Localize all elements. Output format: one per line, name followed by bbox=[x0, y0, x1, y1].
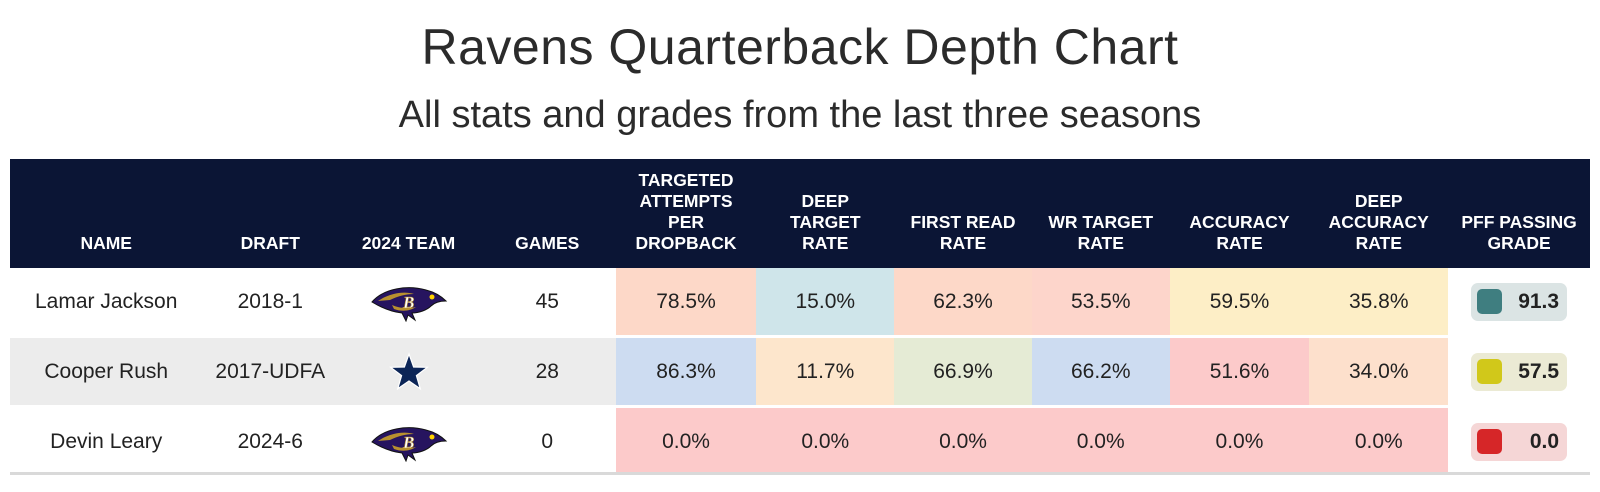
table-row: Cooper Rush 2017-UDFA 28 86.3% 11.7% 66.9% 66.… bbox=[10, 336, 1590, 408]
grade-value: 0.0 bbox=[1529, 429, 1560, 453]
ravens-logo-icon: B bbox=[338, 406, 479, 478]
stat-cell: 15.0% bbox=[756, 268, 895, 338]
player-name-cell: Cooper Rush bbox=[10, 336, 203, 408]
stat-cell: 62.3% bbox=[894, 268, 1032, 338]
svg-text:B: B bbox=[402, 293, 414, 312]
grade-swatch bbox=[1477, 429, 1503, 454]
grade-value: 57.5 bbox=[1518, 359, 1560, 383]
stat-cell: 51.6% bbox=[1169, 336, 1310, 408]
header-row: NAME DRAFT 2024 TEAM GAMES TARGETED ATTE… bbox=[10, 159, 1590, 268]
table-bottom-rule bbox=[10, 472, 1590, 475]
stat-cell: 66.9% bbox=[894, 336, 1032, 408]
stat-cell: 0.0% bbox=[1031, 406, 1170, 478]
column-header: NAME bbox=[10, 159, 203, 268]
draft-cell: 2017-UDFA bbox=[202, 336, 339, 408]
stat-cell: 34.0% bbox=[1309, 336, 1449, 408]
draft-cell: 2018-1 bbox=[202, 268, 339, 338]
cowboys-star-icon bbox=[338, 336, 479, 408]
column-header: PFF PASSING GRADE bbox=[1448, 159, 1590, 268]
stat-cell: 0.0% bbox=[1309, 406, 1449, 478]
pff-grade-cell: 91.3 bbox=[1448, 268, 1590, 338]
column-header: DRAFT bbox=[202, 159, 339, 268]
chart-subtitle: All stats and grades from the last three… bbox=[398, 94, 1202, 136]
stat-cell: 86.3% bbox=[615, 336, 757, 408]
table-row: Lamar Jackson 2018-1 B 45 78.5% 15.0% 62.3% 53.… bbox=[10, 268, 1590, 338]
stat-cell: 53.5% bbox=[1031, 268, 1170, 338]
stat-cell: 59.5% bbox=[1169, 268, 1310, 338]
pff-grade-cell: 57.5 bbox=[1448, 336, 1590, 408]
pff-grade-cell: 0.0 bbox=[1448, 406, 1590, 478]
stat-cell: 11.7% bbox=[756, 336, 895, 408]
grade-badge: 91.3 bbox=[1471, 282, 1568, 321]
chart-title: Ravens Quarterback Depth Chart bbox=[421, 19, 1179, 75]
table-body: Lamar Jackson 2018-1 B 45 78.5% 15.0% 62.3% 53.… bbox=[10, 268, 1590, 478]
player-name-cell: Devin Leary bbox=[10, 406, 203, 478]
column-header: ACCURACY RATE bbox=[1169, 159, 1310, 268]
column-header: GAMES bbox=[478, 159, 616, 268]
column-header: WR TARGET RATE bbox=[1031, 159, 1170, 268]
player-name-cell: Lamar Jackson bbox=[10, 268, 203, 338]
grade-swatch bbox=[1477, 359, 1503, 384]
stat-cell: 35.8% bbox=[1309, 268, 1449, 338]
column-header: FIRST READ RATE bbox=[894, 159, 1032, 268]
stat-cell: 66.2% bbox=[1031, 336, 1170, 408]
games-cell: 45 bbox=[478, 268, 616, 338]
table-row: Devin Leary 2024-6 B 0 0.0% 0.0% 0.0% 0.0% 0.0% 0… bbox=[10, 406, 1590, 478]
ravens-logo-icon: B bbox=[338, 268, 479, 338]
grade-badge: 57.5 bbox=[1471, 352, 1568, 391]
stat-cell: 0.0% bbox=[1169, 406, 1310, 478]
grade-swatch bbox=[1477, 289, 1503, 314]
games-cell: 0 bbox=[478, 406, 616, 478]
grade-value: 91.3 bbox=[1518, 289, 1560, 313]
column-header: DEEP ACCURACY RATE bbox=[1309, 159, 1449, 268]
games-cell: 28 bbox=[478, 336, 616, 408]
svg-text:B: B bbox=[402, 433, 414, 452]
stat-cell: 78.5% bbox=[615, 268, 757, 338]
depth-chart-table: NAME DRAFT 2024 TEAM GAMES TARGETED ATTE… bbox=[10, 159, 1590, 478]
stat-cell: 0.0% bbox=[615, 406, 757, 478]
grade-badge: 0.0 bbox=[1471, 422, 1568, 461]
draft-cell: 2024-6 bbox=[202, 406, 339, 478]
column-header: TARGETED ATTEMPTS PER DROPBACK bbox=[615, 159, 757, 268]
stat-cell: 0.0% bbox=[756, 406, 895, 478]
column-header: 2024 TEAM bbox=[338, 159, 479, 268]
stat-cell: 0.0% bbox=[894, 406, 1032, 478]
column-header: DEEP TARGET RATE bbox=[756, 159, 895, 268]
